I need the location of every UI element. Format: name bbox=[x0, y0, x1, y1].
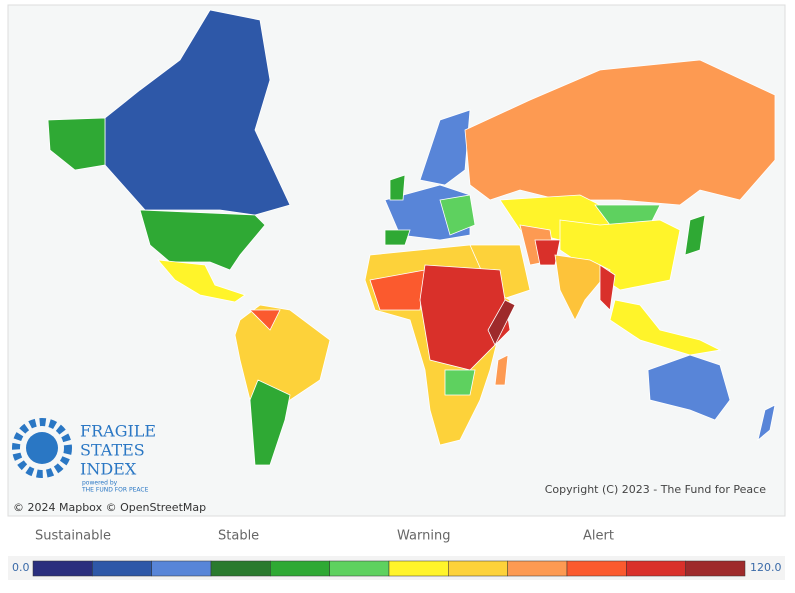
attribution[interactable]: © 2024 Mapbox © OpenStreetMap bbox=[13, 501, 206, 514]
scale-min: 0.0 bbox=[12, 561, 30, 574]
india[interactable] bbox=[554, 254, 611, 321]
southeast-asia[interactable] bbox=[609, 299, 722, 356]
southern-africa[interactable] bbox=[444, 369, 476, 396]
copyright: Copyright (C) 2023 - The Fund for Peace bbox=[545, 483, 766, 496]
logo-org: THE FUND FOR PEACE bbox=[81, 487, 149, 494]
legend-swatch[interactable] bbox=[210, 560, 271, 577]
new-zealand[interactable] bbox=[757, 404, 776, 442]
logo: FRAGILE STATES INDEX powered by THE FUND… bbox=[12, 418, 156, 494]
scale-max: 120.0 bbox=[750, 561, 782, 574]
usa[interactable] bbox=[139, 209, 266, 271]
legend-swatch[interactable] bbox=[270, 560, 330, 577]
logo-globe bbox=[26, 432, 58, 464]
legend-label: Warning bbox=[397, 529, 450, 544]
legend-swatch[interactable] bbox=[151, 560, 212, 577]
russia[interactable] bbox=[464, 59, 776, 206]
legend-swatch[interactable] bbox=[329, 560, 390, 577]
legend-swatch[interactable] bbox=[507, 560, 568, 577]
australia[interactable] bbox=[647, 354, 731, 421]
countries bbox=[47, 9, 776, 466]
logo-text: INDEX bbox=[80, 460, 137, 479]
logo-powered: powered by bbox=[82, 480, 118, 487]
argentina-chile[interactable] bbox=[249, 379, 291, 466]
west-africa[interactable] bbox=[369, 269, 426, 311]
legend-swatch[interactable] bbox=[685, 560, 746, 577]
logo-text: FRAGILE bbox=[80, 422, 156, 441]
alaska[interactable] bbox=[47, 117, 106, 171]
myanmar[interactable] bbox=[599, 264, 616, 311]
afghanistan[interactable] bbox=[534, 239, 561, 266]
legend-swatch[interactable] bbox=[626, 560, 686, 577]
venezuela[interactable] bbox=[249, 309, 281, 331]
legend-label: Sustainable bbox=[35, 529, 111, 544]
japan[interactable] bbox=[684, 214, 706, 256]
somalia[interactable] bbox=[487, 299, 516, 346]
legend-swatch[interactable] bbox=[448, 560, 508, 577]
legend-label: Stable bbox=[218, 529, 259, 544]
china[interactable] bbox=[559, 219, 681, 291]
legend-swatch[interactable] bbox=[92, 560, 152, 577]
legend-swatch[interactable] bbox=[566, 560, 627, 577]
uk[interactable] bbox=[389, 174, 406, 201]
legend: Sustainable Stable Warning Alert 0.0 120… bbox=[8, 529, 785, 580]
legend-swatch[interactable] bbox=[32, 560, 93, 577]
mexico[interactable] bbox=[157, 259, 246, 303]
spain[interactable] bbox=[384, 229, 411, 246]
logo-text: STATES bbox=[80, 441, 145, 460]
legend-label: Alert bbox=[583, 529, 614, 544]
central-europe[interactable] bbox=[439, 194, 476, 236]
legend-swatch[interactable] bbox=[388, 560, 449, 577]
madagascar[interactable] bbox=[494, 354, 509, 386]
logo-gear bbox=[12, 418, 72, 478]
